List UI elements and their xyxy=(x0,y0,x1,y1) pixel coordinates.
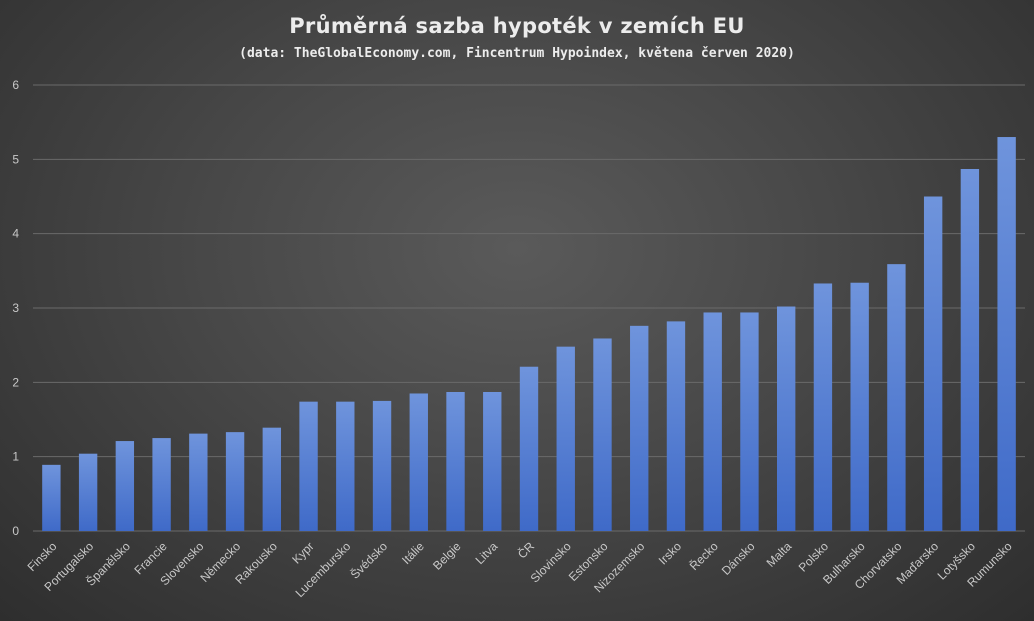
bar-ČR xyxy=(519,366,539,531)
bar-Kypr xyxy=(299,401,318,531)
bar-Irsko xyxy=(666,321,686,531)
bar-Belgie xyxy=(446,391,465,531)
x-tick-label: Dánsko xyxy=(719,539,758,578)
bar-Lucembursko xyxy=(336,401,355,531)
y-tick-label: 5 xyxy=(12,152,19,166)
y-tick-label: 3 xyxy=(12,301,19,315)
bars xyxy=(42,137,1016,532)
x-tick-label: Litva xyxy=(473,539,501,567)
bar-Estonsko xyxy=(593,338,612,531)
y-tick-label: 0 xyxy=(12,524,19,538)
y-tick-label: 2 xyxy=(12,375,19,389)
bar-Rumunsko xyxy=(997,137,1016,532)
x-tick-label: ČR xyxy=(514,538,537,561)
bar-Bulharsko xyxy=(850,282,869,531)
bar-Itálie xyxy=(409,393,428,531)
y-axis-ticks: 0 1 2 3 4 5 6 xyxy=(12,78,19,538)
y-tick-label: 4 xyxy=(12,227,19,241)
chart-title: Průměrná sazba hypoték v zemích EU xyxy=(289,14,745,38)
x-tick-label: Kypr xyxy=(289,539,316,566)
y-tick-label: 1 xyxy=(12,450,19,464)
bar-Francie xyxy=(152,438,171,531)
bar-Nizozemsko xyxy=(630,325,649,531)
bar-Řecko xyxy=(703,312,722,531)
bar-Španělsko xyxy=(115,441,135,531)
x-tick-label: Slovinsko xyxy=(528,539,574,585)
x-tick-label: Malta xyxy=(764,539,795,570)
bar-Litva xyxy=(483,391,502,531)
bar-Polsko xyxy=(813,283,833,531)
x-tick-label: Itálie xyxy=(399,539,427,567)
bar-Malta xyxy=(777,306,796,531)
bar-Slovensko xyxy=(189,433,208,531)
y-tick-label: 6 xyxy=(12,78,19,92)
x-axis-labels: FinskoPortugalskoŠpanělskoFrancieSlovens… xyxy=(25,538,1015,600)
bar-Švédsko xyxy=(372,400,392,531)
chart-subtitle: (data: TheGlobalEconomy.com, Fincentrum … xyxy=(239,46,795,61)
bar-Finsko xyxy=(42,464,61,531)
bar-Lotyšsko xyxy=(960,168,980,531)
x-tick-label: Polsko xyxy=(796,539,832,575)
bar-Dánsko xyxy=(740,312,759,531)
x-tick-label: Finsko xyxy=(25,539,60,574)
x-tick-label: Irsko xyxy=(656,539,685,568)
x-tick-label: Řecko xyxy=(686,538,721,573)
bar-Rakousko xyxy=(262,427,281,531)
bar-Portugalsko xyxy=(78,453,98,531)
bar-Chorvatsko xyxy=(887,264,906,531)
bar-Slovinsko xyxy=(556,346,575,531)
x-tick-label: Švédsko xyxy=(347,538,390,581)
bar-Německo xyxy=(225,432,245,531)
x-tick-label: Belgie xyxy=(430,539,464,573)
bar-Maďarsko xyxy=(923,196,943,531)
